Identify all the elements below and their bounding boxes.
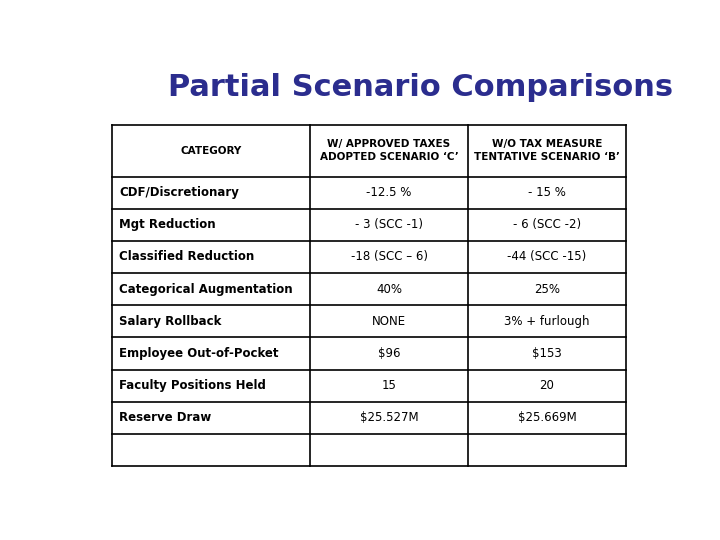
Text: NONE: NONE — [372, 315, 406, 328]
Text: 20: 20 — [539, 379, 554, 392]
Text: $25.527M: $25.527M — [360, 411, 418, 424]
Text: CATEGORY: CATEGORY — [181, 146, 242, 156]
Text: Faculty Positions Held: Faculty Positions Held — [119, 379, 266, 392]
Text: Categorical Augmentation: Categorical Augmentation — [119, 282, 292, 295]
Text: W/ APPROVED TAXES
ADOPTED SCENARIO ‘C’: W/ APPROVED TAXES ADOPTED SCENARIO ‘C’ — [320, 139, 459, 163]
Text: Mgt Reduction: Mgt Reduction — [119, 218, 216, 231]
Text: Reserve Draw: Reserve Draw — [119, 411, 211, 424]
Text: -44 (SCC -15): -44 (SCC -15) — [508, 251, 587, 264]
Text: - 15 %: - 15 % — [528, 186, 566, 199]
Text: 15: 15 — [382, 379, 397, 392]
Text: W/O TAX MEASURE
TENTATIVE SCENARIO ‘B’: W/O TAX MEASURE TENTATIVE SCENARIO ‘B’ — [474, 139, 620, 163]
Text: $96: $96 — [378, 347, 400, 360]
Text: 25%: 25% — [534, 282, 560, 295]
Text: 3% + furlough: 3% + furlough — [504, 315, 590, 328]
Text: Salary Rollback: Salary Rollback — [119, 315, 221, 328]
Text: -12.5 %: -12.5 % — [366, 186, 412, 199]
Text: - 3 (SCC -1): - 3 (SCC -1) — [355, 218, 423, 231]
Text: Classified Reduction: Classified Reduction — [119, 251, 254, 264]
Text: -18 (SCC – 6): -18 (SCC – 6) — [351, 251, 428, 264]
Text: $153: $153 — [532, 347, 562, 360]
Text: 40%: 40% — [376, 282, 402, 295]
Text: Partial Scenario Comparisons: Partial Scenario Comparisons — [168, 73, 673, 102]
Text: Employee Out-of-Pocket: Employee Out-of-Pocket — [119, 347, 279, 360]
Text: $25.669M: $25.669M — [518, 411, 576, 424]
Text: CDF/Discretionary: CDF/Discretionary — [119, 186, 239, 199]
Text: - 6 (SCC -2): - 6 (SCC -2) — [513, 218, 581, 231]
